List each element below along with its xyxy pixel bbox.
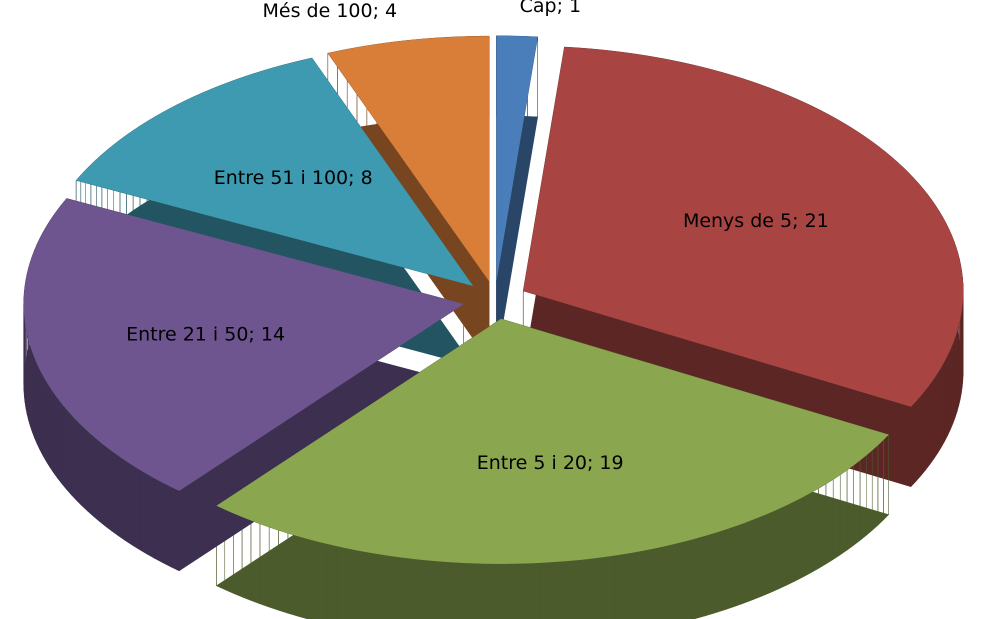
data-label: Cap; 1	[520, 0, 582, 17]
data-label: Entre 21 i 50; 14	[126, 323, 285, 345]
data-label: Entre 51 i 100; 8	[214, 167, 373, 189]
data-label: Menys de 5; 21	[683, 210, 829, 232]
slice	[76, 57, 474, 286]
slice	[523, 47, 964, 407]
data-label: Entre 5 i 20; 19	[477, 452, 624, 474]
data-label: Més de 100; 4	[263, 0, 398, 22]
slice	[327, 36, 490, 282]
slice	[216, 318, 889, 564]
data-labels: Cap; 1 Menys de 5; 21 Entre 5 i 20; 19 Entr…	[126, 0, 829, 474]
slice	[496, 35, 538, 281]
slice-tops	[23, 35, 964, 564]
slice	[23, 198, 464, 491]
